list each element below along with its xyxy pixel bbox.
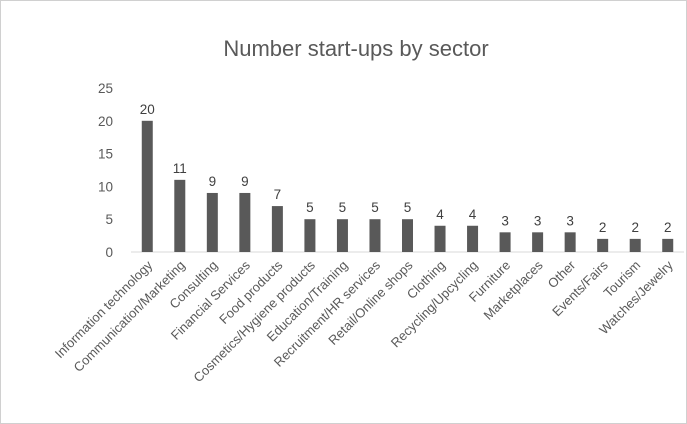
y-tick-label: 20: [98, 114, 113, 129]
y-axis: 0 5 10 15 20 25: [98, 81, 113, 260]
bar: [271, 206, 283, 252]
bar: [532, 232, 544, 252]
bar: [467, 225, 479, 252]
data-label: 7: [274, 187, 282, 202]
data-label: 4: [469, 207, 477, 222]
y-tick-label: 10: [98, 179, 113, 194]
bars: [141, 120, 674, 252]
data-label: 2: [664, 220, 672, 235]
data-label: 5: [306, 200, 314, 215]
bar: [662, 238, 674, 252]
bar: [629, 238, 641, 252]
bar: [206, 192, 218, 252]
data-label: 9: [241, 174, 249, 189]
y-tick-label: 25: [98, 81, 113, 96]
data-label: 3: [566, 213, 574, 228]
bar: [499, 232, 511, 252]
y-tick-label: 0: [105, 245, 113, 260]
data-labels: 20 11 9 9 7 5 5 5 5 4 4 3 3 3 2 2 2: [140, 102, 672, 235]
bar: [174, 179, 186, 252]
data-label: 9: [209, 174, 217, 189]
data-label: 3: [501, 213, 509, 228]
bar: [239, 192, 251, 252]
bar: [369, 219, 381, 252]
data-label: 5: [371, 200, 379, 215]
bar: [402, 219, 413, 252]
y-tick-label: 5: [105, 212, 113, 227]
chart-title: Number start-ups by sector: [223, 36, 488, 61]
data-label: 5: [404, 200, 412, 215]
data-label: 4: [436, 207, 444, 222]
bar: [434, 225, 446, 252]
bar: [564, 232, 576, 252]
bar: [141, 120, 153, 252]
data-label: 2: [599, 220, 607, 235]
data-label: 5: [339, 200, 347, 215]
bar: [336, 219, 348, 252]
data-label: 20: [140, 102, 155, 117]
data-label: 3: [534, 213, 542, 228]
bar: [597, 238, 609, 252]
data-label: 2: [631, 220, 639, 235]
bar: [304, 219, 316, 252]
category-labels: Information technologyCommunication/Mark…: [52, 257, 676, 385]
data-label: 11: [173, 161, 187, 176]
y-tick-label: 15: [98, 147, 113, 162]
